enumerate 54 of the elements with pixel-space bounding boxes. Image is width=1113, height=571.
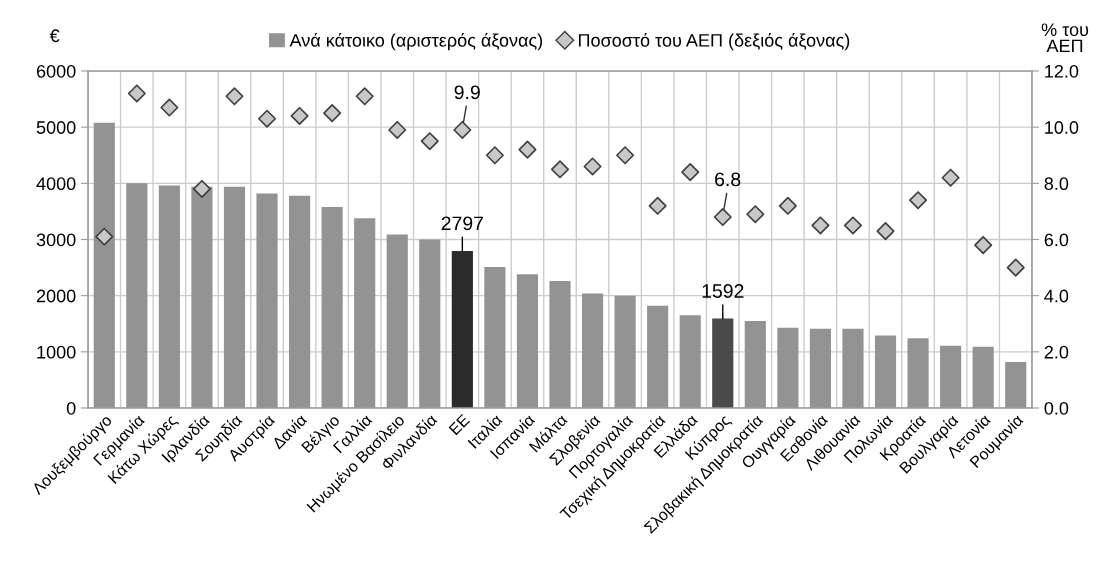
- point: [453, 120, 472, 140]
- y2-tick-label: 12.0: [1045, 64, 1079, 78]
- data-label: 2797: [441, 216, 483, 231]
- point: [420, 132, 439, 151]
- point: [485, 146, 504, 165]
- data-label: 6.8: [715, 172, 741, 187]
- y-tick-label: 0: [66, 401, 76, 415]
- y2-axis-title: % του ΑΕΠ: [1041, 23, 1089, 53]
- y-tick-label: 1000: [37, 345, 76, 359]
- point: [909, 191, 928, 210]
- bar: [712, 318, 734, 408]
- point: [843, 216, 863, 235]
- y2-tick-label: 2.0: [1044, 345, 1069, 359]
- point: [583, 157, 602, 176]
- point: [648, 196, 667, 215]
- y-tick-label: 3000: [36, 233, 76, 247]
- point: [225, 87, 244, 106]
- point: [974, 236, 993, 255]
- point: [127, 84, 146, 103]
- point: [713, 207, 732, 227]
- y2-tick-label: 0.0: [1044, 401, 1069, 415]
- y2-tick-label: 10.0: [1045, 121, 1079, 134]
- y-tick-label: 6000: [36, 64, 76, 78]
- y2-tick-label: 4.0: [1044, 289, 1069, 303]
- point: [746, 205, 765, 224]
- point: [1006, 258, 1025, 277]
- point: [811, 216, 830, 235]
- legend-label: Ανά κάτοικο (αριστερός άξονας): [289, 32, 543, 51]
- bar: [451, 250, 473, 408]
- y-axis-title: €: [49, 29, 60, 43]
- point: [355, 87, 374, 106]
- point: [518, 140, 537, 159]
- point: [323, 104, 342, 123]
- point: [616, 146, 635, 165]
- y-tick-label: 2000: [36, 289, 76, 303]
- data-label: 9.9: [454, 85, 480, 100]
- y-tick-label: 4000: [36, 177, 76, 191]
- point: [192, 179, 211, 199]
- point: [778, 196, 797, 215]
- point: [941, 168, 960, 187]
- point: [681, 163, 700, 182]
- point: [550, 160, 570, 179]
- y2-tick-label: 6.0: [1044, 233, 1069, 247]
- point: [290, 106, 309, 125]
- y-tick-label: 5000: [36, 121, 76, 134]
- point: [388, 120, 407, 140]
- x-tick-label: ΕΕ: [448, 413, 471, 436]
- point: [160, 98, 179, 117]
- point: [95, 227, 114, 246]
- point: [876, 222, 895, 241]
- point: [257, 109, 277, 128]
- legend-label: Ποσοστό του ΑΕΠ (δεξιός άξονας): [578, 32, 850, 51]
- y2-tick-label: 8.0: [1044, 177, 1069, 191]
- data-label: 1592: [702, 284, 744, 298]
